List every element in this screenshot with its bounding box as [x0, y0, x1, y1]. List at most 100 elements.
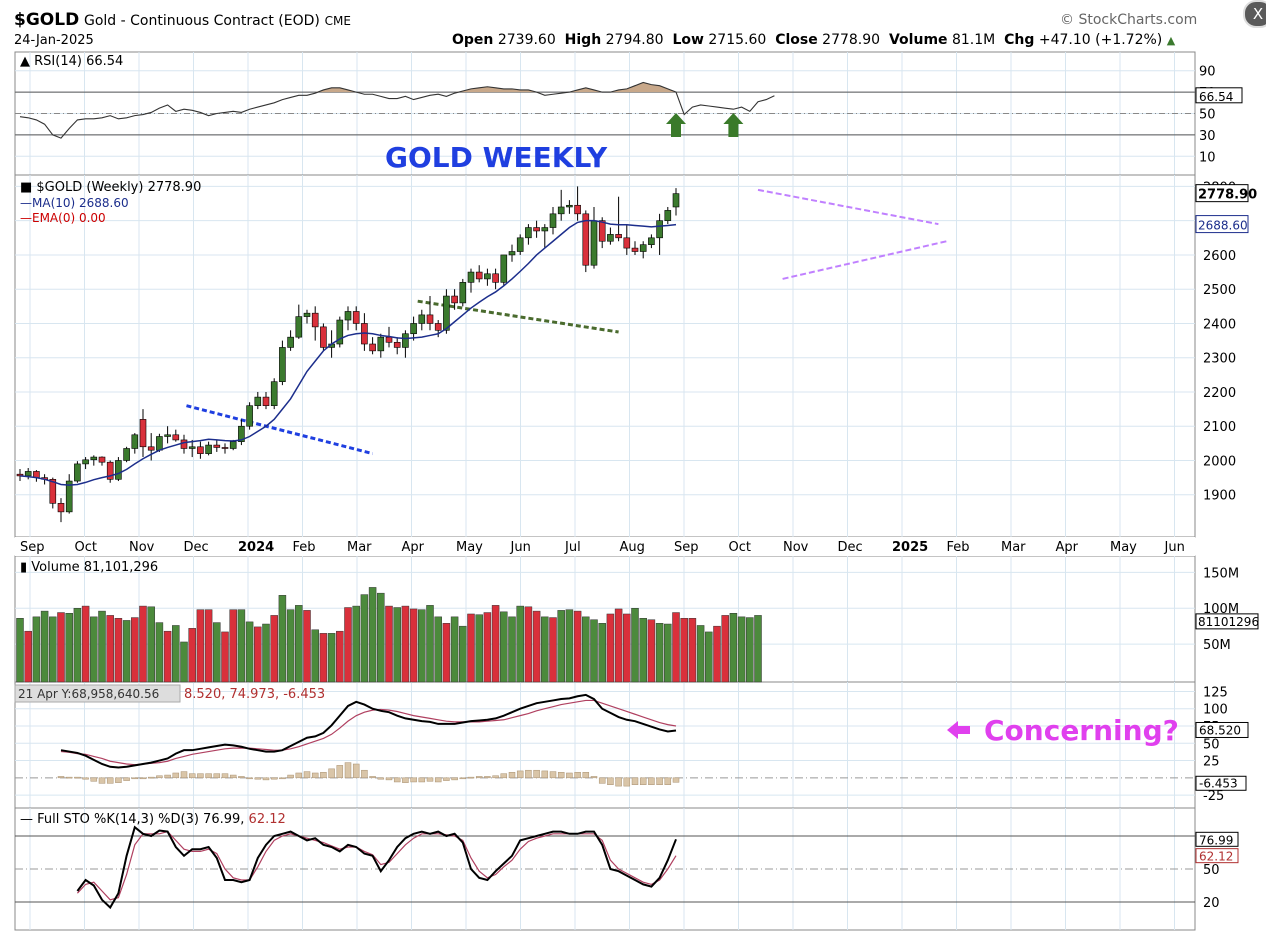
volume-bar [508, 616, 516, 683]
macd-histogram-bar [607, 777, 614, 785]
volume-bar [270, 615, 278, 683]
candle-body [352, 311, 360, 324]
candle-body [147, 446, 155, 451]
price-tick-label: 2300 [1203, 352, 1236, 367]
candle-body [197, 446, 204, 454]
candle-body [139, 419, 147, 448]
macd-signal-line [60, 699, 677, 766]
macd-histogram-bar [615, 777, 622, 787]
candle-body [508, 251, 516, 256]
volume-bar [483, 612, 492, 683]
volume-bar [147, 606, 155, 683]
volume-bar [319, 633, 328, 683]
candle-body [90, 456, 98, 461]
x-tick-label: May [1110, 540, 1137, 555]
candle-body [180, 439, 188, 449]
macd-value-label: 68.520 [1199, 723, 1241, 737]
candle-body [443, 295, 450, 331]
macd-histogram-bar [131, 777, 139, 780]
x-tick-label: Oct [729, 540, 751, 555]
volume-bar [409, 608, 418, 683]
chart-title: $GOLD Gold - Continuous Contract (EOD) C… [14, 10, 351, 30]
volume-bar [237, 609, 246, 683]
macd-histogram-bar [590, 776, 598, 779]
candle-body [320, 326, 327, 348]
x-tick-label: Oct [75, 540, 97, 555]
price-tick-label: 2400 [1203, 317, 1236, 332]
candle-body [213, 444, 221, 448]
macd-histogram-bar [57, 776, 65, 779]
volume-bar [122, 620, 131, 683]
volume-bar [442, 623, 451, 683]
volume-bar [336, 630, 344, 683]
high-label: High [564, 32, 602, 48]
volume-bar [688, 618, 697, 683]
volume-bar [680, 618, 688, 683]
rsi-value-label: 66.54 [1199, 90, 1233, 104]
rsi-tick-label: 50 [1199, 108, 1216, 123]
macd-line [60, 693, 677, 769]
macd-histogram-bar [254, 777, 262, 780]
volume-bar [516, 605, 524, 683]
macd-histogram-bar [516, 770, 524, 779]
candle-body [270, 381, 278, 406]
macd-histogram-bar [582, 772, 590, 779]
macd-histogram-bar [434, 777, 442, 783]
volume-bar [81, 605, 90, 683]
price-legend: ■ $GOLD (Weekly) 2778.90 [20, 180, 201, 195]
candle-body [172, 434, 180, 441]
x-tick-label: 2025 [892, 540, 928, 555]
candle-body [582, 213, 590, 266]
volume-bar [623, 613, 631, 683]
candle-body [295, 316, 303, 338]
volume-bar [155, 622, 164, 683]
macd-histogram-bar [115, 777, 122, 783]
candle-body [229, 441, 237, 449]
blue-downtrend-line [186, 404, 373, 456]
volume-bar [221, 631, 229, 683]
chart-date: 24-Jan-2025 [14, 33, 94, 48]
macd-histogram-bar [90, 777, 98, 782]
x-tick-label: Aug [620, 540, 645, 555]
volume-bar [582, 616, 590, 683]
candle-body [467, 271, 475, 283]
candle-body [49, 479, 57, 504]
volume-bar [459, 625, 467, 683]
volume-bar [172, 625, 180, 683]
candle-body [607, 234, 614, 242]
sto-k-line [76, 825, 677, 910]
candle-body [57, 503, 65, 513]
macd-histogram-bar [418, 777, 426, 783]
sto-legend-d: 62.12 [249, 812, 286, 827]
volume-bar [90, 616, 98, 683]
candle-body [615, 234, 622, 239]
macd-histogram-bar [65, 776, 73, 779]
macd-histogram-bar [459, 777, 467, 780]
macd-hist-value-box [1195, 775, 1247, 791]
x-tick-label: Apr [402, 540, 425, 555]
chg-label: Chg [1004, 32, 1035, 48]
volume-bar [393, 607, 401, 683]
macd-histogram-bar [631, 777, 639, 785]
candle-body [631, 247, 639, 252]
up-arrow-icon [723, 113, 744, 137]
x-tick-label: Jun [510, 540, 531, 555]
volume-bar [721, 615, 729, 683]
chart-header: $GOLD Gold - Continuous Contract (EOD) C… [0, 0, 1266, 50]
macd-histogram-bar [262, 777, 270, 781]
candle-body [623, 237, 631, 249]
brand-watermark: © StockCharts.com [1060, 12, 1198, 28]
candle-body [475, 271, 483, 280]
volume-bar [664, 623, 672, 683]
volume-bar [614, 608, 623, 683]
macd-histogram-bar [451, 777, 458, 781]
candle-body [574, 204, 581, 215]
volume-bar [491, 605, 500, 683]
volume-bar [262, 623, 270, 683]
sto-k-value-box [1195, 831, 1239, 847]
close-icon[interactable]: X [1243, 0, 1266, 28]
volume-bar [696, 625, 705, 683]
volume-bar [705, 631, 713, 683]
macd-histogram-bar [533, 769, 540, 779]
